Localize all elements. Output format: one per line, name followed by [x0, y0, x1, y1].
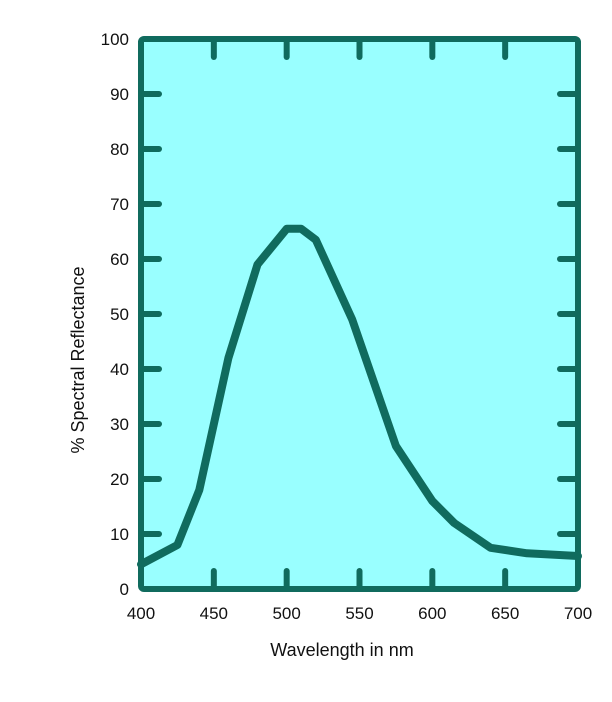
- x-tick-label: 450: [200, 604, 228, 623]
- x-tick-label: 550: [345, 604, 373, 623]
- y-tick-label: 50: [110, 305, 129, 324]
- x-tick-label: 600: [418, 604, 446, 623]
- x-axis-title: Wavelength in nm: [270, 640, 413, 660]
- y-tick-label: 20: [110, 470, 129, 489]
- x-tick-label: 700: [564, 604, 592, 623]
- x-tick-label: 650: [491, 604, 519, 623]
- y-tick-labels: 0 10 20 30 40 50 60 70 80 90 100: [101, 30, 129, 599]
- plot-area: [141, 39, 578, 589]
- y-tick-label: 0: [120, 580, 129, 599]
- y-tick-label: 90: [110, 85, 129, 104]
- y-tick-label: 40: [110, 360, 129, 379]
- x-tick-label: 500: [272, 604, 300, 623]
- plot-frame: [138, 36, 581, 592]
- y-tick-label: 60: [110, 250, 129, 269]
- y-tick-label: 10: [110, 525, 129, 544]
- y-tick-label: 30: [110, 415, 129, 434]
- series-line: [137, 224, 582, 569]
- x-tick-labels: 400 450 500 550 600 650 700: [127, 604, 592, 623]
- y-tick-label: 70: [110, 195, 129, 214]
- y-tick-label: 100: [101, 30, 129, 49]
- y-tick-label: 80: [110, 140, 129, 159]
- y-axis-title: % Spectral Reflectance: [68, 266, 88, 453]
- x-tick-label: 400: [127, 604, 155, 623]
